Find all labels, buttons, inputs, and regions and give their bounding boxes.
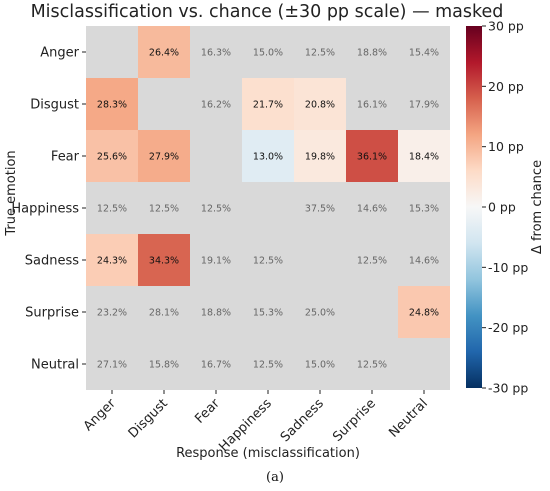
cell-value-label: 14.6% xyxy=(357,204,387,215)
heatmap-cell xyxy=(398,286,450,338)
y-axis-label: True emotion xyxy=(4,150,19,236)
heatmap-cell xyxy=(86,234,138,286)
cell-value-label: 15.4% xyxy=(409,48,439,59)
cell-value-label: 21.7% xyxy=(253,100,283,111)
cell-value-label: 23.2% xyxy=(97,308,127,319)
x-tick-label: Surprise xyxy=(330,396,379,445)
cell-value-label: 16.3% xyxy=(201,48,231,59)
cell-value-label: 25.0% xyxy=(305,308,335,319)
cell-value-label: 15.3% xyxy=(409,204,439,215)
cell-value-label: 18.4% xyxy=(409,152,439,163)
y-tick-label: Disgust xyxy=(30,98,79,113)
cell-value-label: 12.5% xyxy=(149,204,179,215)
colorbar-tick-label: -30 pp xyxy=(488,381,528,396)
cell-value-label: 12.5% xyxy=(357,360,387,371)
colorbar-tick-label: 0 pp xyxy=(488,200,516,215)
colorbar-label: Δ from chance xyxy=(530,160,545,254)
heatmap-cell xyxy=(138,234,190,286)
cell-value-label: 12.5% xyxy=(253,360,283,371)
cell-value-label: 12.5% xyxy=(357,256,387,267)
cell-value-label: 16.2% xyxy=(201,100,231,111)
colorbar xyxy=(466,26,482,388)
cell-value-label: 12.5% xyxy=(305,48,335,59)
cell-value-label: 24.8% xyxy=(409,308,439,319)
cell-value-label: 15.0% xyxy=(253,48,283,59)
y-tick-label: Anger xyxy=(40,46,79,61)
cell-value-label: 28.3% xyxy=(97,100,127,111)
heatmap-cell xyxy=(294,78,346,130)
chart-title: Misclassification vs. chance (±30 pp sca… xyxy=(31,2,504,22)
cell-value-label: 12.5% xyxy=(201,204,231,215)
colorbar-tick-label: 30 pp xyxy=(488,19,524,34)
heatmap-figure: Misclassification vs. chance (±30 pp sca… xyxy=(4,2,545,461)
x-tick-label: Fear xyxy=(192,396,223,427)
cell-value-label: 18.8% xyxy=(201,308,231,319)
x-tick-label: Sadness xyxy=(278,396,327,445)
heatmap-cell xyxy=(242,130,294,182)
heatmap-cell xyxy=(398,130,450,182)
cell-value-label: 26.4% xyxy=(149,48,179,59)
colorbar-tick-label: 10 pp xyxy=(488,139,524,154)
cell-value-label: 36.1% xyxy=(357,152,387,163)
figure-caption: (a) xyxy=(266,470,284,485)
heatmap-cell xyxy=(86,130,138,182)
heatmap-cell xyxy=(138,26,190,78)
cell-value-label: 28.1% xyxy=(149,308,179,319)
cell-value-label: 19.1% xyxy=(201,256,231,267)
heatmap-cell-labels: 26.4% 16.3% 15.0% 12.5% 18.8% 15.4% 28.3% 16.2%… xyxy=(97,48,439,371)
cell-value-label: 12.5% xyxy=(97,204,127,215)
x-axis-label: Response (misclassification) xyxy=(176,446,360,461)
y-tick-label: Fear xyxy=(51,150,80,165)
cell-value-label: 13.0% xyxy=(253,152,283,163)
y-tick-label: Neutral xyxy=(31,358,79,373)
y-tick-labels: Anger Disgust Fear Happiness Sadness Surprise… xyxy=(11,46,86,373)
cell-value-label: 19.8% xyxy=(305,152,335,163)
y-tick-label: Surprise xyxy=(25,306,79,321)
cell-value-label: 27.9% xyxy=(149,152,179,163)
y-tick-label: Happiness xyxy=(11,202,79,217)
cell-value-label: 27.1% xyxy=(97,360,127,371)
heatmap-cell xyxy=(242,78,294,130)
heatmap-cell xyxy=(86,78,138,130)
cell-value-label: 34.3% xyxy=(149,256,179,267)
x-tick-label: Disgust xyxy=(126,396,171,441)
cell-value-label: 25.6% xyxy=(97,152,127,163)
y-tick-label: Sadness xyxy=(25,254,79,269)
cell-value-label: 17.9% xyxy=(409,100,439,111)
heatmap-cell xyxy=(294,130,346,182)
cell-value-label: 15.0% xyxy=(305,360,335,371)
x-tick-label: Anger xyxy=(81,396,119,434)
cell-value-label: 16.1% xyxy=(357,100,387,111)
cell-value-label: 14.6% xyxy=(409,256,439,267)
cell-value-label: 18.8% xyxy=(357,48,387,59)
cell-value-label: 24.3% xyxy=(97,256,127,267)
cell-value-label: 15.3% xyxy=(253,308,283,319)
colorbar-ticks: 30 pp 20 pp 10 pp 0 pp -10 pp -20 pp -30 pp xyxy=(482,19,528,396)
x-tick-label: Neutral xyxy=(386,396,431,441)
cell-value-label: 15.8% xyxy=(149,360,179,371)
colorbar-tick-label: -20 pp xyxy=(488,320,528,335)
colorbar-tick-label: 20 pp xyxy=(488,79,524,94)
colorbar-tick-label: -10 pp xyxy=(488,260,528,275)
cell-value-label: 20.8% xyxy=(305,100,335,111)
heatmap-cell xyxy=(346,130,398,182)
heatmap-cells xyxy=(86,26,450,390)
cell-value-label: 37.5% xyxy=(305,204,335,215)
cell-value-label: 12.5% xyxy=(253,256,283,267)
heatmap-cell xyxy=(138,130,190,182)
cell-value-label: 16.7% xyxy=(201,360,231,371)
